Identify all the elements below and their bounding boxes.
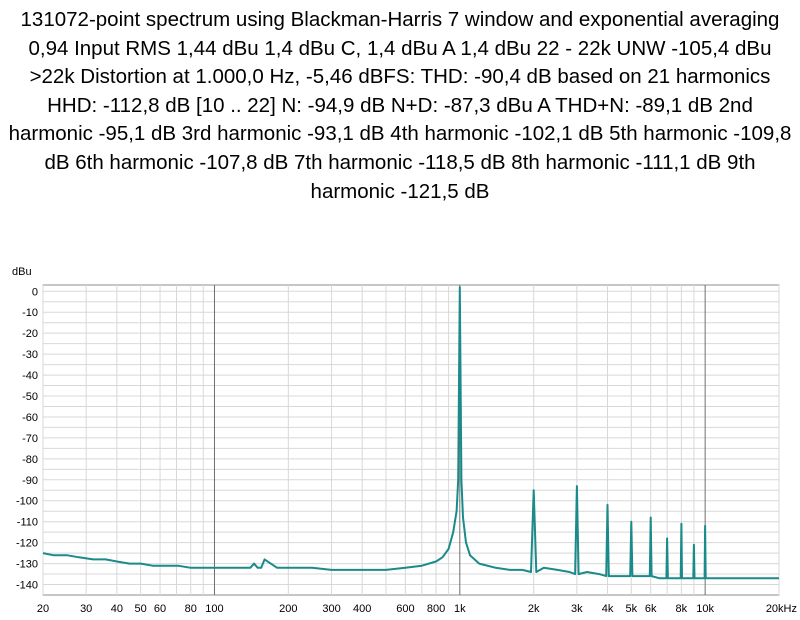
x-tick-label: 5k [625,603,637,615]
x-tick-label: 80 [185,603,197,615]
x-tick-label: 2k [528,603,540,615]
x-tick-label: 60 [154,603,166,615]
x-tick-label: 600 [396,603,414,615]
y-tick-label: -140 [16,580,38,592]
x-tick-label: 800 [427,603,445,615]
y-tick-label: -60 [22,412,38,424]
x-tick-label: 30 [80,603,92,615]
x-tick-labels: 20 30 40 50 60 80 100 200 300 400 600 800 1k 2k 3k 4k 5k… [37,603,797,615]
y-tick-label: -10 [22,307,38,319]
x-tick-label: 50 [135,603,147,615]
x-tick-label: 200 [279,603,297,615]
x-tick-label: 20kHz [766,603,797,615]
y-tick-label: -90 [22,475,38,487]
y-tick-labels: 0 -10 -20 -30 -40 -50 -60 -70 -80 -90 -100 -110 -120… [16,286,38,591]
x-tick-label: 10k [696,603,714,615]
y-tick-label: -50 [22,391,38,403]
y-axis-label: dBu [12,266,32,278]
x-tick-label: 40 [111,603,123,615]
series-layer [42,286,779,580]
y-tick-label: -120 [16,538,38,550]
minor-grid [42,285,780,595]
x-tick-label: 6k [645,603,657,615]
y-tick-label: -80 [22,454,38,466]
plot-area [42,284,780,596]
y-tick-label: -110 [17,517,38,529]
x-tick-label: 20 [37,603,49,615]
y-tick-label: 0 [32,286,38,298]
y-tick-label: -20 [22,328,38,340]
y-tick-label: -40 [22,370,38,382]
chart-title: 131072-point spectrum using Blackman-Har… [8,8,792,203]
x-tick-label: 400 [353,603,371,615]
series-line-0 [42,286,779,580]
x-tick-label: 300 [322,603,340,615]
x-tick-label: 8k [676,603,688,615]
y-tick-label: -100 [16,496,38,508]
y-tick-label: -30 [22,349,38,361]
x-tick-label: 1k [454,603,466,615]
y-tick-label: -70 [22,433,38,445]
y-tick-label: -130 [16,559,38,571]
x-tick-label: 100 [205,603,223,615]
x-tick-label: 4k [602,603,614,615]
x-tick-label: 3k [571,603,583,615]
